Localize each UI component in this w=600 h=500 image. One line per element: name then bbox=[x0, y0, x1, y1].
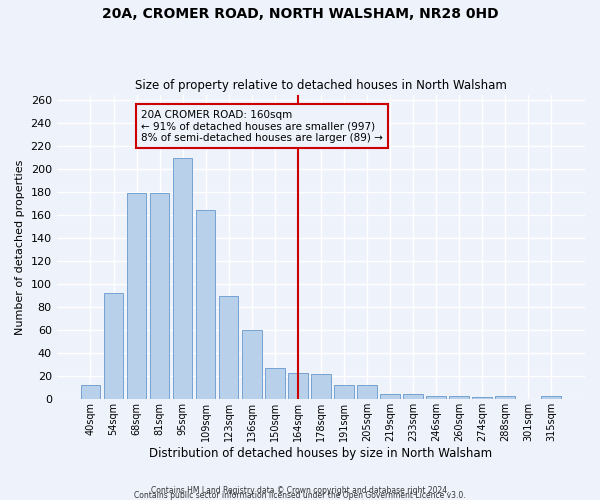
X-axis label: Distribution of detached houses by size in North Walsham: Distribution of detached houses by size … bbox=[149, 447, 493, 460]
Bar bbox=[265, 368, 284, 400]
Bar bbox=[311, 374, 331, 400]
Bar bbox=[150, 194, 169, 400]
Bar bbox=[80, 386, 100, 400]
Text: Contains HM Land Registry data © Crown copyright and database right 2024.: Contains HM Land Registry data © Crown c… bbox=[151, 486, 449, 495]
Bar bbox=[288, 373, 308, 400]
Bar bbox=[127, 194, 146, 400]
Bar bbox=[449, 396, 469, 400]
Text: 20A, CROMER ROAD, NORTH WALSHAM, NR28 0HD: 20A, CROMER ROAD, NORTH WALSHAM, NR28 0H… bbox=[101, 8, 499, 22]
Bar bbox=[403, 394, 423, 400]
Bar bbox=[380, 394, 400, 400]
Bar bbox=[426, 396, 446, 400]
Text: 20A CROMER ROAD: 160sqm
← 91% of detached houses are smaller (997)
8% of semi-de: 20A CROMER ROAD: 160sqm ← 91% of detache… bbox=[141, 110, 383, 142]
Text: Contains public sector information licensed under the Open Government Licence v3: Contains public sector information licen… bbox=[134, 490, 466, 500]
Title: Size of property relative to detached houses in North Walsham: Size of property relative to detached ho… bbox=[135, 79, 507, 92]
Bar bbox=[173, 158, 193, 400]
Y-axis label: Number of detached properties: Number of detached properties bbox=[15, 159, 25, 334]
Bar bbox=[357, 386, 377, 400]
Bar bbox=[196, 210, 215, 400]
Bar bbox=[496, 396, 515, 400]
Bar bbox=[104, 294, 123, 400]
Bar bbox=[541, 396, 561, 400]
Bar bbox=[334, 386, 353, 400]
Bar bbox=[219, 296, 238, 400]
Bar bbox=[472, 397, 492, 400]
Bar bbox=[242, 330, 262, 400]
